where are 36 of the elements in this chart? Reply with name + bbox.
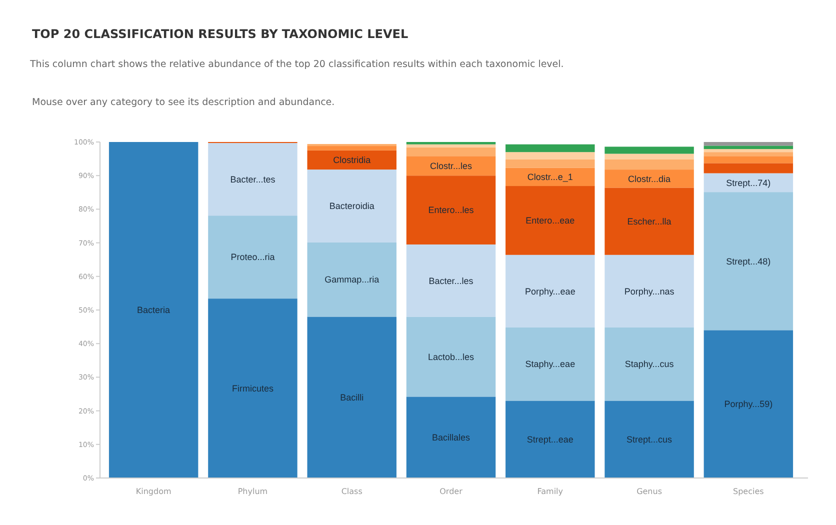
series-label: Clostridia (333, 155, 371, 166)
series-label: Staphy...cus (624, 359, 674, 370)
chart-title: TOP 20 CLASSIFICATION RESULTS BY TAXONOMIC LEVEL (32, 27, 408, 41)
series-label: Staphy...eae (525, 359, 576, 370)
series-label: Proteo...ria (230, 252, 275, 262)
series-label: Firmicutes (232, 383, 274, 394)
series-label: Lactob...les (428, 352, 475, 362)
series-label: Entero...les (428, 205, 474, 216)
series-label: Entero...eae (526, 216, 575, 226)
series-label: Porphy...59) (724, 399, 773, 410)
series-label: Strept...cus (626, 434, 673, 445)
x-tick-label: Phylum (238, 487, 268, 496)
series-label: Porphy...nas (624, 286, 675, 296)
text: Mouse over any category to see its description and abundance. (32, 97, 335, 108)
series-label: Strept...48) (726, 256, 771, 266)
series-label: Bacteroidia (329, 201, 374, 212)
x-tick-label: Kingdom (136, 487, 172, 496)
series-label: Bacter...tes (230, 174, 276, 184)
x-tick-label: Class (341, 487, 362, 496)
x-tick-label: Family (537, 487, 564, 496)
series-label: Clostr...dia (628, 174, 671, 184)
series-label: Bacter...les (428, 276, 474, 286)
series-label: Clostr...les (430, 161, 473, 172)
series-label: Gammap...ria (324, 274, 380, 285)
series-label: Strept...eae (526, 434, 574, 445)
series-label: Strept...74) (726, 178, 771, 188)
x-tick-label: Genus (636, 487, 662, 496)
series-label: Bacilli (340, 392, 364, 403)
series-label: Escher...lla (627, 216, 672, 226)
chart-subtitle: This column chart shows the relative abundance of the top 20 classification results within each taxonomic level. (30, 58, 565, 72)
x-tick-label: Order (440, 487, 464, 496)
series-label: Bacteria (137, 305, 170, 316)
series-label: Clostr...e_1 (527, 172, 573, 182)
series-label: Porphy...eae (524, 286, 576, 296)
x-tick-label: Species (733, 487, 764, 496)
series-label: Bacillales (432, 432, 470, 442)
